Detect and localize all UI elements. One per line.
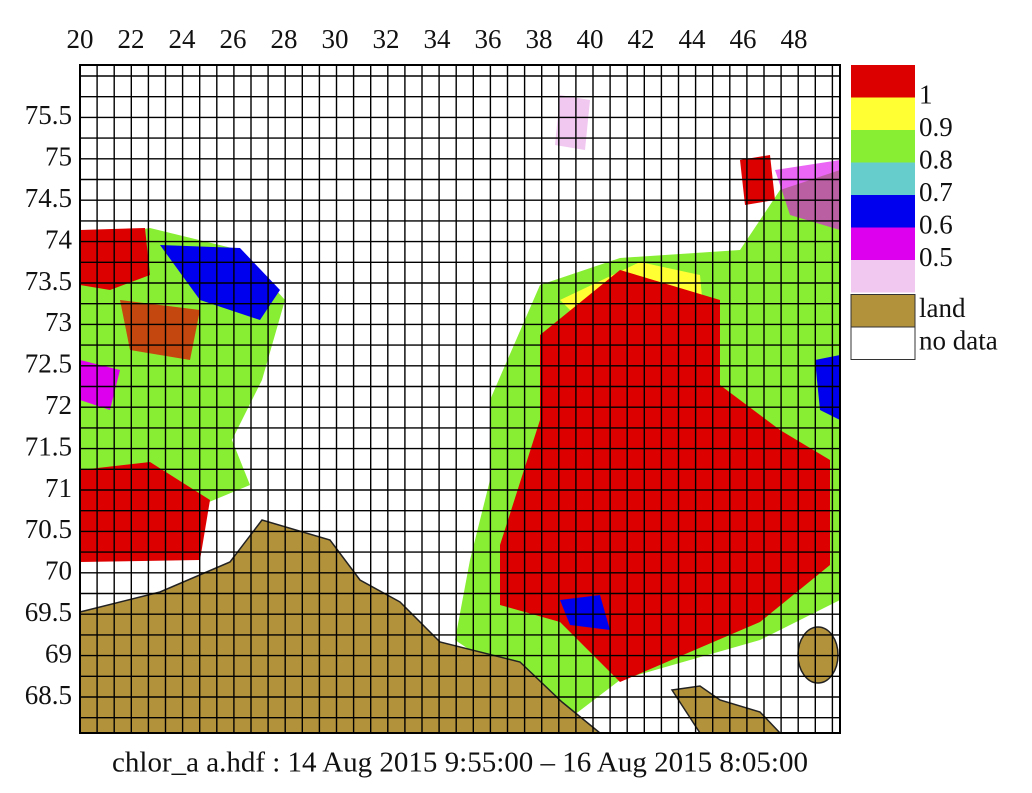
legend-label: no data: [919, 325, 998, 355]
data-region: [80, 360, 120, 410]
latitude-label: 74: [45, 224, 73, 254]
latitude-label: 73: [45, 307, 72, 337]
longitude-label: 48: [781, 24, 808, 54]
latitude-label: 70: [45, 556, 72, 586]
data-region: [815, 355, 840, 420]
latitude-label: 75.5: [25, 100, 72, 130]
longitude-label: 42: [628, 24, 655, 54]
latitude-label: 72.5: [25, 349, 72, 379]
longitude-label: 26: [220, 24, 247, 54]
latitude-axis: 75.5 75 74.5 74 73.5 73 72.5 72 71.5 71 70.5 70 69.5…: [25, 100, 73, 710]
grid: [79, 65, 840, 733]
longitude-label: 34: [424, 24, 452, 54]
longitude-label: 24: [169, 24, 197, 54]
map-frame: [79, 64, 841, 734]
legend-swatch: [851, 130, 915, 163]
latitude-label: 72: [45, 390, 72, 420]
latitude-label: 74.5: [25, 183, 72, 213]
legend-label: 0.6: [919, 210, 953, 240]
longitude-label: 38: [526, 24, 553, 54]
map-area: [79, 64, 841, 734]
legend-swatch: [851, 195, 915, 228]
longitude-axis: 20 22 24 26 28 30 32 34 36 38 40 42 44 46 48: [67, 24, 808, 54]
longitude-label: 44: [679, 24, 707, 54]
legend-swatch: [851, 97, 915, 130]
longitude-label: 36: [475, 24, 502, 54]
data-region: [560, 595, 610, 630]
legend-label: land: [919, 293, 966, 323]
legend-swatch: [851, 162, 915, 195]
latitude-label: 69: [45, 638, 72, 668]
latitude-label: 71.5: [25, 431, 72, 461]
data-region: [80, 462, 210, 562]
data-region: [555, 95, 590, 150]
latitude-label: 69.5: [25, 597, 72, 627]
latitude-label: 73.5: [25, 266, 72, 296]
data-region: [775, 160, 840, 230]
longitude-label: 32: [373, 24, 400, 54]
longitude-label: 46: [730, 24, 757, 54]
legend-label: 0.8: [919, 145, 953, 175]
longitude-label: 30: [322, 24, 349, 54]
latitude-label: 71: [45, 473, 72, 503]
longitude-label: 28: [271, 24, 298, 54]
legend-swatch: [850, 294, 916, 328]
legend-swatch: [851, 65, 915, 98]
legend-label: 0.9: [919, 112, 953, 142]
longitude-label: 22: [118, 24, 145, 54]
legend-label: 0.7: [919, 177, 953, 207]
latitude-label: 68.5: [25, 680, 72, 710]
latitude-label: 70.5: [25, 514, 72, 544]
longitude-label: 20: [67, 24, 94, 54]
latitude-label: 75: [45, 142, 72, 172]
legend-swatch: [850, 326, 916, 360]
legend-swatch: [851, 227, 915, 260]
caption: chlor_a a.hdf : 14 Aug 2015 9:55:00 – 16…: [112, 747, 808, 779]
legend-label: 1: [919, 80, 933, 110]
legend-swatch: [851, 260, 915, 293]
longitude-label: 40: [577, 24, 604, 54]
legend-label: 0.5: [919, 242, 953, 272]
